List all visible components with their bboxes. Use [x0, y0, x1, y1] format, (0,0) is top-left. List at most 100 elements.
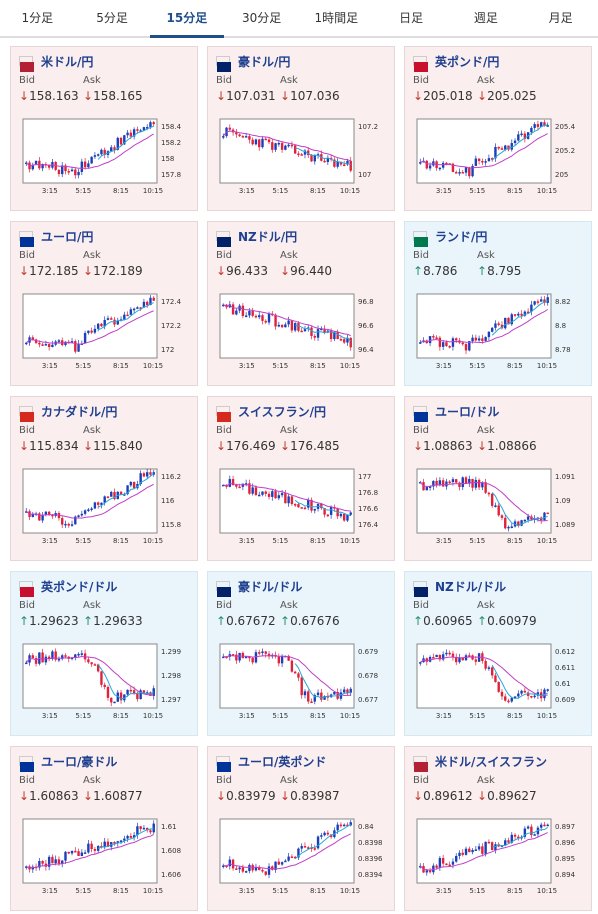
plot-area — [22, 468, 158, 534]
candle — [539, 122, 543, 127]
pair-name[interactable]: ユーロ/ドル — [435, 404, 500, 419]
candle — [458, 482, 461, 488]
tab-6[interactable]: 週足 — [473, 11, 498, 25]
tab-4[interactable]: 1時間足 — [314, 11, 359, 25]
candlestick-chart[interactable]: 0.679 0.678 0.677 3:15 5:15 8:15 10:15 — [216, 640, 386, 728]
pair-name[interactable]: 米ドル/スイスフラン — [435, 754, 548, 769]
pair-name[interactable]: NZドル/円 — [238, 229, 298, 244]
candle — [261, 491, 264, 495]
candle — [34, 658, 38, 664]
bid-number: 0.89612 — [423, 789, 473, 803]
pair-name[interactable]: ユーロ/円 — [41, 229, 94, 244]
pair-name[interactable]: ランド/円 — [435, 229, 488, 244]
rate-card[interactable]: ランド/円 Bid Ask ↑8.786 ↑8.795 8.82 8.8 8.78 3… — [404, 221, 592, 386]
candle — [261, 651, 264, 653]
rate-card[interactable]: カナダドル/円 Bid Ask ↓115.834 ↓115.840 116.2 1… — [10, 396, 198, 561]
candlestick-chart[interactable]: 0.612 0.611 0.61 0.609 3:15 5:15 8:15 10:15 — [413, 640, 583, 728]
arrow-up-icon: ↑ — [216, 614, 227, 628]
candlestick-chart[interactable]: 0.897 0.896 0.895 0.894 3:15 5:15 8:15 10:15 — [413, 815, 583, 903]
candle — [487, 492, 491, 495]
candlestick-chart[interactable]: 8.82 8.8 8.78 3:15 5:15 8:15 10:15 — [413, 290, 583, 378]
candlestick-chart[interactable]: 116.2 116 115.8 3:15 5:15 8:15 10:15 — [19, 465, 189, 553]
candle — [93, 664, 97, 666]
tab-7[interactable]: 月足 — [548, 11, 573, 25]
candle — [152, 122, 155, 125]
tab-2[interactable]: 15分足 — [149, 0, 225, 38]
candle — [300, 330, 303, 333]
rate-card[interactable]: 豪ドル/円 Bid Ask ↓107.031 ↓107.036 107.2 107… — [207, 46, 395, 211]
candle — [323, 832, 326, 836]
rate-card[interactable]: 英ポンド/円 Bid Ask ↓205.018 ↓205.025 205.4 20… — [404, 46, 592, 211]
candle — [264, 138, 267, 141]
rate-card[interactable]: 米ドル/円 Bid Ask ↓158.163 ↓158.165 158.4 158… — [10, 46, 198, 211]
plot-area — [416, 643, 552, 709]
pair-name[interactable]: 豪ドル/ドル — [238, 579, 303, 594]
candle — [51, 651, 54, 660]
candle — [103, 841, 106, 848]
x-tick-label: 5:15 — [272, 712, 288, 720]
candle — [87, 330, 90, 333]
candle — [329, 330, 333, 340]
x-tick-label: 10:15 — [340, 712, 360, 720]
tab-5[interactable]: 日足 — [399, 11, 424, 25]
candle — [96, 846, 100, 851]
ask-number: 0.60979 — [487, 614, 537, 628]
candle — [543, 824, 546, 827]
pair-name[interactable]: ユーロ/英ポンド — [238, 754, 327, 769]
rate-card[interactable]: 豪ドル/ドル Bid Ask ↑0.67672 ↑0.67676 0.679 0.… — [207, 571, 395, 736]
rate-card[interactable]: 米ドル/スイスフラン Bid Ask ↓0.89612 ↓0.89627 0.8… — [404, 746, 592, 911]
tab-1[interactable]: 5分足 — [96, 11, 128, 25]
pair-name[interactable]: 米ドル/円 — [41, 54, 94, 69]
candle — [513, 314, 517, 316]
arrow-down-icon: ↓ — [83, 439, 94, 453]
candle — [261, 315, 264, 321]
pair-name[interactable]: NZドル/ドル — [435, 579, 507, 594]
candle — [54, 161, 57, 170]
candle — [47, 856, 51, 867]
candlestick-chart[interactable]: 96.8 96.6 96.4 3:15 5:15 8:15 10:15 — [216, 290, 386, 378]
x-tick-label: 10:15 — [537, 187, 557, 195]
candle — [494, 323, 497, 328]
rate-card[interactable]: ユーロ/英ポンド Bid Ask ↓0.83979 ↓0.83987 0.84 0… — [207, 746, 395, 911]
candle — [228, 859, 232, 867]
candle — [510, 834, 513, 843]
candlestick-chart[interactable]: 107.2 107 3:15 5:15 8:15 10:15 — [216, 115, 386, 203]
y-tick-label: 96.8 — [358, 298, 374, 306]
rate-card[interactable]: 英ポンド/ドル Bid Ask ↑1.29623 ↑1.29633 1.299 1… — [10, 571, 198, 736]
pair-name[interactable]: 英ポンド/ドル — [41, 579, 118, 594]
candlestick-chart[interactable]: 1.091 1.09 1.089 3:15 5:15 8:15 10:15 — [413, 465, 583, 553]
ma-long-line — [223, 655, 351, 697]
candle — [110, 318, 113, 320]
pair-name[interactable]: スイスフラン/円 — [238, 404, 327, 419]
candle — [261, 869, 264, 872]
candlestick-chart[interactable]: 158.4 158.2 158 157.8 3:15 5:15 8:15 10:15 — [19, 115, 189, 203]
rate-card[interactable]: NZドル/円 Bid Ask ↓96.433 ↓96.440 96.8 96.6 9… — [207, 221, 395, 386]
pair-name[interactable]: 豪ドル/円 — [238, 54, 291, 69]
pair-name[interactable]: 英ポンド/円 — [435, 54, 500, 69]
candlestick-chart[interactable]: 172.4 172.2 172 3:15 5:15 8:15 10:15 — [19, 290, 189, 378]
pair-name[interactable]: ユーロ/豪ドル — [41, 754, 118, 769]
rate-card[interactable]: ユーロ/ドル Bid Ask ↓1.08863 ↓1.08866 1.091 1.… — [404, 396, 592, 561]
candle — [77, 653, 80, 656]
tab-3[interactable]: 30分足 — [241, 11, 282, 25]
candle — [264, 491, 267, 494]
rate-card[interactable]: ユーロ/円 Bid Ask ↓172.185 ↓172.189 172.4 172… — [10, 221, 198, 386]
candle — [497, 323, 500, 325]
candle — [468, 478, 471, 484]
tab-0[interactable]: 1分足 — [21, 11, 54, 25]
rate-card[interactable]: ユーロ/豪ドル Bid Ask ↓1.60863 ↓1.60877 1.61 1.… — [10, 746, 198, 911]
plot-area — [22, 818, 158, 884]
candle — [510, 314, 513, 325]
rate-card[interactable]: NZドル/ドル Bid Ask ↑0.60965 ↑0.60979 0.612 0… — [404, 571, 592, 736]
candle — [235, 485, 238, 487]
candlestick-chart[interactable]: 0.84 0.8398 0.8396 0.8394 3:15 5:15 8:15 10:15 — [216, 815, 386, 903]
candlestick-chart[interactable]: 177 176.8 176.6 176.4 3:15 5:15 8:15 10:15 — [216, 465, 386, 553]
bid-value: ↓172.185 — [19, 264, 83, 279]
pair-name[interactable]: カナダドル/円 — [41, 404, 118, 419]
candlestick-chart[interactable]: 205.4 205.2 205 3:15 5:15 8:15 10:15 — [413, 115, 583, 203]
candle — [136, 307, 139, 309]
y-tick-label: 0.895 — [555, 855, 575, 863]
candlestick-chart[interactable]: 1.299 1.298 1.297 3:15 5:15 8:15 10:15 — [19, 640, 189, 728]
candlestick-chart[interactable]: 1.61 1.608 1.606 3:15 5:15 8:15 10:15 — [19, 815, 189, 903]
rate-card[interactable]: スイスフラン/円 Bid Ask ↓176.469 ↓176.485 177 17… — [207, 396, 395, 561]
